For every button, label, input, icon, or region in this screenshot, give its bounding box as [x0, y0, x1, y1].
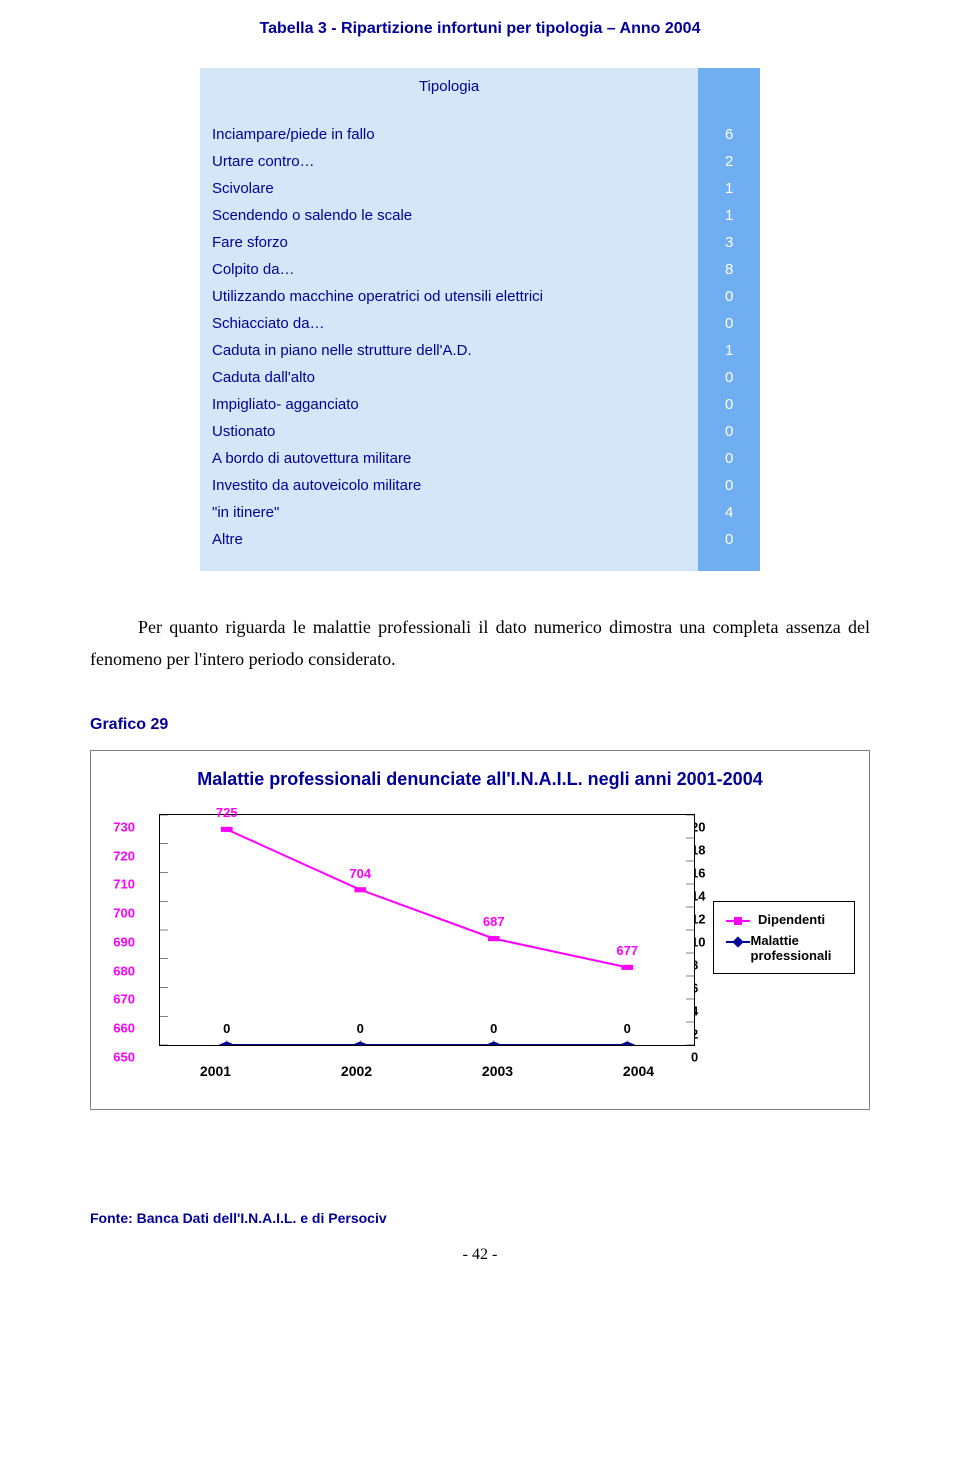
table-header-label: Tipologia	[200, 68, 698, 121]
row-value: 3	[698, 229, 760, 256]
table-row: A bordo di autovettura militare0	[200, 445, 760, 472]
row-value: 1	[698, 202, 760, 229]
data-label: 704	[349, 866, 371, 881]
footer-source: Fonte: Banca Dati dell'I.N.A.I.L. e di P…	[90, 1210, 870, 1226]
row-label: "in itinere"	[200, 499, 698, 526]
data-label: 677	[616, 943, 638, 958]
data-label: 0	[223, 1021, 230, 1036]
row-value: 0	[698, 472, 760, 499]
table-row: Urtare contro…2	[200, 148, 760, 175]
row-label: Utilizzando macchine operatrici od utens…	[200, 283, 698, 310]
table-row: Fare sforzo3	[200, 229, 760, 256]
table-row: Caduta in piano nelle strutture dell'A.D…	[200, 337, 760, 364]
row-value: 6	[698, 121, 760, 148]
row-label: Scivolare	[200, 175, 698, 202]
body-paragraph: Per quanto riguarda le malattie professi…	[90, 611, 870, 676]
data-label: 0	[490, 1021, 497, 1036]
table-row: Impigliato- agganciato0	[200, 391, 760, 418]
table-row: Colpito da…8	[200, 256, 760, 283]
legend-item-dipendenti: Dipendenti	[726, 912, 842, 927]
data-label: 0	[624, 1021, 631, 1036]
table-row: Utilizzando macchine operatrici od utens…	[200, 283, 760, 310]
data-label: 687	[483, 914, 505, 929]
plot-area: 7257046876770000	[159, 814, 695, 1046]
row-value: 0	[698, 391, 760, 418]
legend-label: Dipendenti	[758, 912, 825, 927]
row-label: Caduta in piano nelle strutture dell'A.D…	[200, 337, 698, 364]
tipologia-table: Tipologia Inciampare/piede in fallo6Urta…	[200, 68, 760, 571]
row-label: Schiacciato da…	[200, 310, 698, 337]
table-row: Inciampare/piede in fallo6	[200, 121, 760, 148]
data-label: 0	[357, 1021, 364, 1036]
row-label: Fare sforzo	[200, 229, 698, 256]
table-title: Tabella 3 - Ripartizione infortuni per t…	[90, 20, 870, 38]
row-label: A bordo di autovettura militare	[200, 445, 698, 472]
table-row: Schiacciato da…0	[200, 310, 760, 337]
row-label: Ustionato	[200, 418, 698, 445]
table-row: Caduta dall'alto0	[200, 364, 760, 391]
table-row: Scendendo o salendo le scale1	[200, 202, 760, 229]
row-label: Caduta dall'alto	[200, 364, 698, 391]
table-row: Altre0	[200, 526, 760, 553]
row-label: Altre	[200, 526, 698, 553]
legend: Dipendenti Malattie professionali	[713, 901, 855, 974]
table-row: Investito da autoveicolo militare0	[200, 472, 760, 499]
row-value: 1	[698, 175, 760, 202]
data-label: 725	[216, 805, 238, 820]
row-value: 0	[698, 526, 760, 553]
row-value: 0	[698, 445, 760, 472]
row-label: Urtare contro…	[200, 148, 698, 175]
table-row: Scivolare1	[200, 175, 760, 202]
row-value: 2	[698, 148, 760, 175]
row-value: 8	[698, 256, 760, 283]
chart-label: Grafico 29	[90, 716, 870, 734]
chart-title: Malattie professionali denunciate all'I.…	[105, 769, 855, 790]
page-number: - 42 -	[90, 1246, 870, 1264]
row-label: Scendendo o salendo le scale	[200, 202, 698, 229]
row-value: 0	[698, 283, 760, 310]
row-value: 0	[698, 364, 760, 391]
row-value: 0	[698, 418, 760, 445]
row-value: 1	[698, 337, 760, 364]
row-label: Inciampare/piede in fallo	[200, 121, 698, 148]
table-row: "in itinere"4	[200, 499, 760, 526]
row-value: 0	[698, 310, 760, 337]
legend-label: Malattie professionali	[751, 933, 842, 963]
y-left-axis: 730720710700690680670660650	[91, 827, 139, 1061]
x-axis: 2001200220032004	[145, 1063, 709, 1083]
chart-container: Malattie professionali denunciate all'I.…	[90, 750, 870, 1110]
row-value: 4	[698, 499, 760, 526]
row-label: Colpito da…	[200, 256, 698, 283]
row-label: Investito da autoveicolo militare	[200, 472, 698, 499]
row-label: Impigliato- agganciato	[200, 391, 698, 418]
table-header-value	[698, 68, 760, 121]
table-row: Ustionato0	[200, 418, 760, 445]
legend-item-malattie: Malattie professionali	[726, 933, 842, 963]
